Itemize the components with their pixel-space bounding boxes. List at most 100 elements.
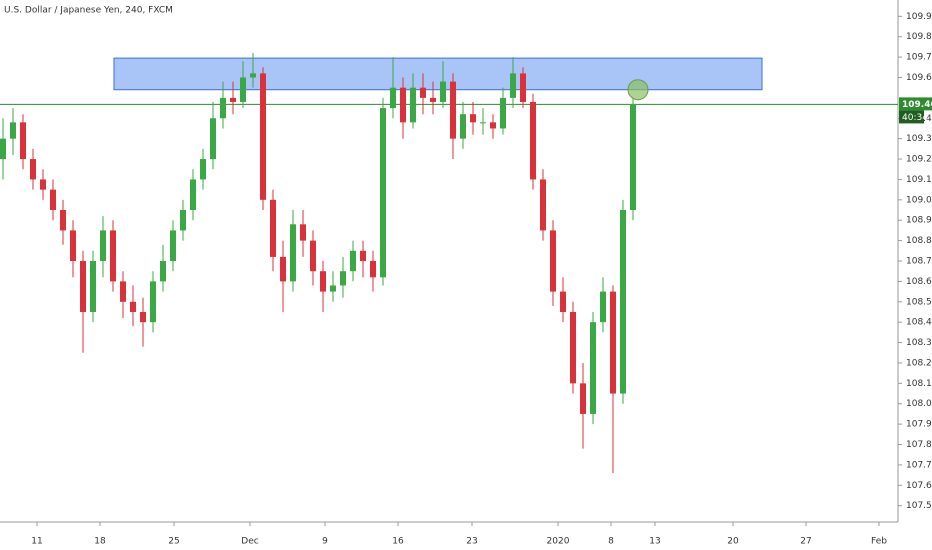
candle-body (490, 122, 496, 129)
y-tick-label: 107.600 (906, 481, 932, 491)
candle-body (340, 271, 346, 286)
candle-body (350, 250, 356, 272)
candle-body (460, 114, 466, 139)
candle-body (210, 118, 216, 160)
candle-body (90, 261, 96, 312)
y-tick-label: 109.900 (906, 12, 932, 22)
candle-body (590, 322, 596, 414)
candle-body (70, 230, 76, 261)
y-tick-label: 108.700 (906, 257, 932, 267)
candle-body (150, 281, 156, 323)
y-tick-label: 108.500 (906, 297, 932, 307)
candle-body (500, 97, 506, 129)
candle-body (330, 285, 336, 292)
candle-body (290, 224, 296, 282)
candle-body (130, 301, 136, 312)
candle-body (470, 114, 476, 123)
y-tick-label: 109.100 (906, 175, 932, 185)
candle-body (480, 122, 486, 124)
candle-body (190, 179, 196, 211)
candle-body (40, 179, 46, 190)
y-tick-label: 107.700 (906, 460, 932, 470)
candle-body (120, 281, 126, 302)
candle-body (180, 210, 186, 231)
x-tick-label: 18 (94, 537, 106, 547)
candle-body (0, 138, 6, 160)
y-tick-label: 107.500 (906, 501, 932, 511)
x-tick-label: 8 (608, 537, 614, 547)
x-tick-label: 9 (322, 537, 328, 547)
last-price-label: 109.468 (902, 100, 932, 110)
candle-body (520, 73, 526, 102)
candle-body (610, 291, 616, 394)
candle-body (580, 383, 586, 414)
candle-body (30, 159, 36, 180)
y-tick-label: 107.800 (906, 440, 932, 450)
countdown-label: 40:34 (902, 113, 928, 123)
y-tick-label: 109.600 (906, 73, 932, 83)
candle-body (110, 230, 116, 282)
candle-body (390, 87, 396, 109)
candle-body (440, 81, 446, 102)
candle-body (60, 210, 66, 231)
candle-body (160, 261, 166, 282)
candle-body (570, 311, 576, 384)
candle-body (430, 97, 436, 102)
candle-body (200, 159, 206, 180)
x-tick-label: 25 (168, 537, 179, 547)
y-tick-label: 108.600 (906, 277, 932, 287)
x-tick-label: 16 (392, 537, 404, 547)
x-tick-label: 20 (727, 537, 739, 547)
candle-body (140, 311, 146, 323)
highlight-marker (627, 79, 649, 101)
candle-body (240, 77, 246, 102)
y-tick-label: 108.100 (906, 379, 932, 389)
candle-body (170, 230, 176, 261)
candle-body (560, 291, 566, 312)
x-tick-label: 23 (466, 537, 477, 547)
candle-body (80, 261, 86, 312)
candle-body (50, 189, 56, 211)
y-tick-label: 109.700 (906, 53, 932, 63)
chart-title: U.S. Dollar / Japanese Yen, 240, FXCM (4, 6, 173, 16)
candle-body (260, 73, 266, 200)
y-tick-label: 109.800 (906, 32, 932, 42)
candle-body (400, 87, 406, 123)
candle-body (300, 224, 306, 241)
x-tick-label: 27 (800, 537, 811, 547)
y-tick-label: 109.300 (906, 134, 932, 144)
countdown-box (899, 110, 924, 124)
candle-body (270, 199, 276, 257)
candle-body (540, 179, 546, 231)
y-tick-label: 108.200 (906, 358, 932, 368)
x-tick-label: Dec (241, 537, 258, 547)
candle-body (250, 73, 256, 78)
candle-body (10, 122, 16, 139)
candle-body (280, 256, 286, 282)
x-tick-label: 13 (649, 537, 660, 547)
y-tick-label: 109.200 (906, 155, 932, 165)
candle-body (320, 271, 326, 292)
candle-body (20, 122, 26, 160)
last-price-box (899, 97, 932, 111)
candle-body (600, 291, 606, 323)
candle-body (550, 230, 556, 292)
y-tick-label: 108.800 (906, 236, 932, 246)
candle-body (310, 240, 316, 272)
y-tick-label: 109.000 (906, 195, 932, 205)
candle-body (380, 108, 386, 278)
y-tick-label: 108.900 (906, 216, 932, 226)
candle-body (450, 81, 456, 139)
x-tick-label: 11 (31, 537, 42, 547)
candle-body (220, 97, 226, 119)
y-tick-label: 107.900 (906, 420, 932, 430)
candle-body (370, 261, 376, 278)
y-tick-label: 108.400 (906, 318, 932, 328)
candle-body (630, 103, 636, 211)
candle-body (100, 230, 106, 261)
candle-body (510, 73, 516, 98)
candle-body (230, 97, 236, 102)
candle-body (410, 87, 416, 123)
x-tick-label: Feb (871, 537, 887, 547)
